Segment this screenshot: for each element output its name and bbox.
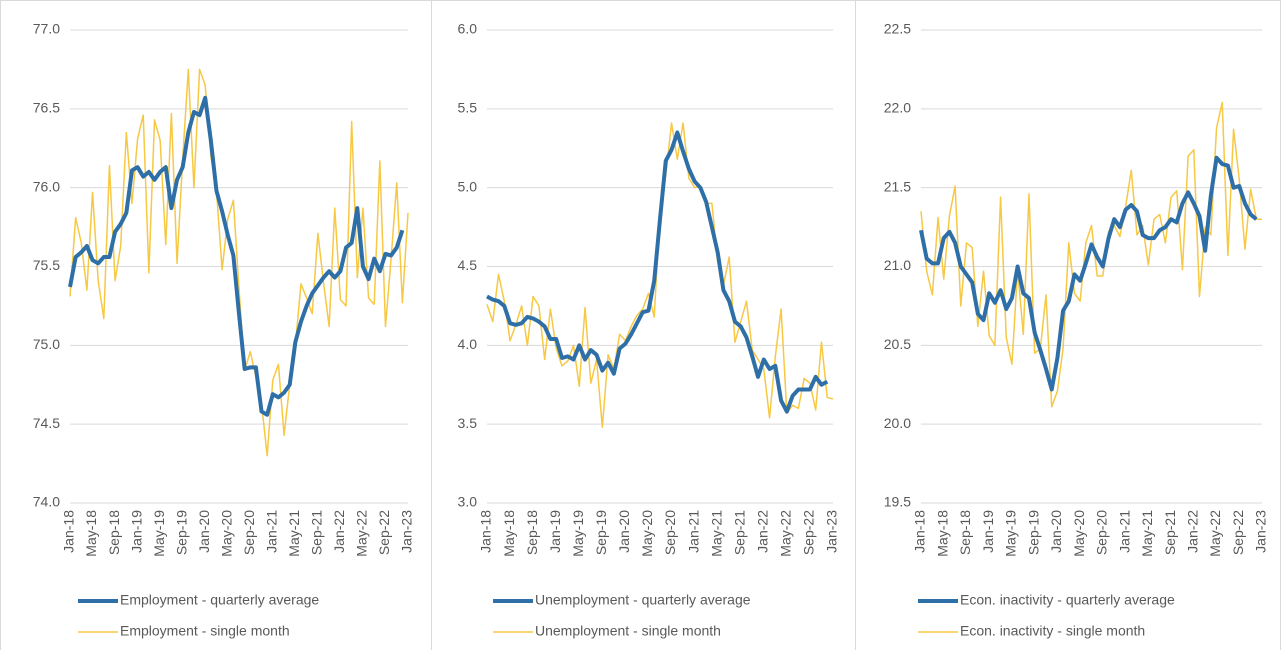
y-tick-label: 22.5 (884, 21, 911, 37)
x-tick-label: May-21 (708, 510, 724, 557)
y-tick-label: 5.0 (458, 178, 478, 194)
x-tick-label: Jan-19 (980, 510, 996, 553)
y-tick-label: 76.5 (33, 100, 60, 116)
x-tick-label: Jan-23 (824, 510, 840, 553)
x-tick-label: May-22 (354, 510, 370, 557)
x-tick-label: Jan-23 (1253, 510, 1269, 553)
y-tick-label: 4.5 (458, 257, 478, 273)
series-line (69, 68, 409, 457)
x-tick-label: Sep-22 (1230, 510, 1246, 555)
series-line (919, 155, 1258, 392)
legend-label: Unemployment - quarterly average (535, 592, 751, 608)
series-line (486, 130, 829, 414)
y-tick-label: 5.5 (458, 100, 478, 116)
y-tick-label: 4.0 (458, 336, 478, 352)
x-tick-label: Sep-21 (731, 510, 747, 555)
x-tick-label: Sep-20 (1094, 510, 1110, 555)
y-tick-label: 74.0 (33, 494, 60, 510)
x-tick-label: Jan-20 (196, 510, 212, 553)
legend-label: Econ. inactivity - quarterly average (960, 592, 1175, 608)
x-tick-label: May-20 (1071, 510, 1087, 557)
y-tick-label: 3.5 (458, 415, 478, 431)
x-tick-label: Sep-19 (593, 510, 609, 555)
x-tick-label: Sep-19 (173, 510, 189, 555)
x-tick-label: May-22 (778, 510, 794, 557)
y-tick-label: 21.5 (884, 178, 911, 194)
x-tick-label: May-20 (639, 510, 655, 557)
x-tick-label: Jan-19 (547, 510, 563, 553)
x-tick-label: Jan-21 (264, 510, 280, 553)
legend-label: Econ. inactivity - single month (960, 623, 1145, 639)
y-tick-label: 3.0 (458, 494, 478, 510)
x-tick-label: May-19 (570, 510, 586, 557)
y-tick-label: 21.0 (884, 257, 911, 273)
x-tick-label: May-22 (1207, 510, 1223, 557)
x-tick-label: Jan-22 (1185, 510, 1201, 553)
x-tick-label: Jan-18 (61, 510, 77, 553)
x-tick-label: Jan-19 (128, 510, 144, 553)
x-tick-label: Jan-22 (755, 510, 771, 553)
x-tick-label: Sep-22 (376, 510, 392, 555)
x-tick-label: Jan-20 (1048, 510, 1064, 553)
x-tick-label: Sep-18 (957, 510, 973, 555)
y-tick-label: 76.0 (33, 178, 60, 194)
x-tick-label: Jan-21 (1116, 510, 1132, 553)
x-tick-label: May-18 (83, 510, 99, 557)
legend-label: Employment - single month (120, 623, 290, 639)
x-tick-label: May-21 (286, 510, 302, 557)
y-tick-label: 75.0 (33, 336, 60, 352)
x-tick-label: Sep-18 (106, 510, 122, 555)
legend-label: Unemployment - single month (535, 623, 721, 639)
y-tick-label: 74.5 (33, 415, 60, 431)
y-tick-label: 75.5 (33, 257, 60, 273)
x-tick-label: Sep-21 (309, 510, 325, 555)
x-tick-label: Jan-23 (399, 510, 415, 553)
x-tick-label: May-18 (501, 510, 517, 557)
y-tick-label: 20.0 (884, 415, 911, 431)
x-tick-label: May-20 (218, 510, 234, 557)
x-tick-label: May-18 (934, 510, 950, 557)
x-tick-label: Sep-22 (801, 510, 817, 555)
x-tick-label: May-21 (1139, 510, 1155, 557)
x-tick-label: Jan-18 (478, 510, 494, 553)
x-tick-label: Jan-21 (685, 510, 701, 553)
x-tick-label: Jan-20 (616, 510, 632, 553)
series-line (68, 95, 405, 417)
series-line (920, 101, 1262, 408)
y-tick-label: 19.5 (884, 494, 911, 510)
y-tick-label: 22.0 (884, 100, 911, 116)
y-tick-label: 77.0 (33, 21, 60, 37)
x-tick-label: Sep-18 (524, 510, 540, 555)
x-tick-label: Sep-20 (241, 510, 257, 555)
x-tick-label: Sep-20 (662, 510, 678, 555)
x-tick-label: May-19 (1003, 510, 1019, 557)
y-tick-label: 6.0 (458, 21, 478, 37)
x-tick-label: Sep-21 (1162, 510, 1178, 555)
series-line (486, 122, 834, 429)
x-tick-label: May-19 (151, 510, 167, 557)
legend-label: Employment - quarterly average (120, 592, 319, 608)
y-tick-label: 20.5 (884, 336, 911, 352)
x-tick-label: Jan-18 (912, 510, 928, 553)
x-tick-label: Sep-19 (1025, 510, 1041, 555)
x-tick-label: Jan-22 (331, 510, 347, 553)
